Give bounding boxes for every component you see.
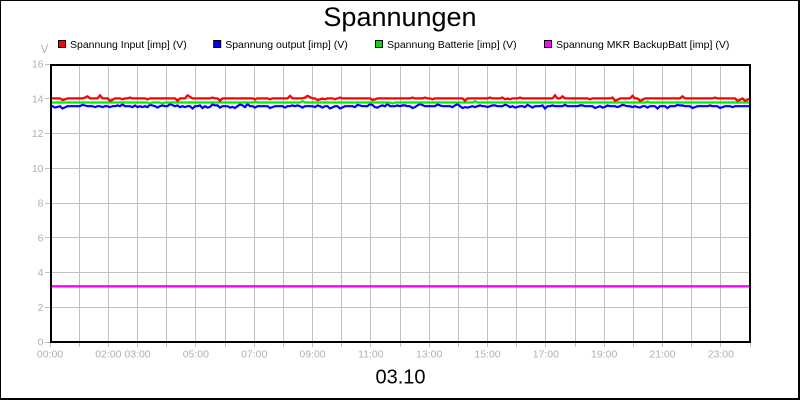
svg-text:8: 8 bbox=[38, 198, 44, 210]
svg-text:16: 16 bbox=[32, 59, 44, 71]
svg-text:V: V bbox=[41, 44, 49, 56]
svg-text:23:00: 23:00 bbox=[708, 349, 734, 361]
svg-text:02:00: 02:00 bbox=[95, 349, 121, 361]
svg-text:14: 14 bbox=[32, 93, 44, 105]
svg-text:6: 6 bbox=[38, 232, 44, 244]
svg-text:21:00: 21:00 bbox=[649, 349, 675, 361]
svg-text:07:00: 07:00 bbox=[241, 349, 267, 361]
svg-text:09:00: 09:00 bbox=[299, 349, 325, 361]
svg-text:00:00: 00:00 bbox=[37, 349, 63, 361]
svg-text:13:00: 13:00 bbox=[416, 349, 442, 361]
svg-text:19:00: 19:00 bbox=[591, 349, 617, 361]
svg-text:15:00: 15:00 bbox=[474, 349, 500, 361]
svg-text:10: 10 bbox=[32, 163, 44, 175]
svg-text:Spannungen: Spannungen bbox=[323, 2, 476, 32]
svg-text:0: 0 bbox=[38, 337, 44, 349]
svg-text:Spannung output [imp] (V): Spannung output [imp] (V) bbox=[225, 39, 348, 51]
svg-text:05:00: 05:00 bbox=[183, 349, 209, 361]
svg-text:11:00: 11:00 bbox=[358, 349, 384, 361]
svg-text:12: 12 bbox=[32, 128, 44, 140]
svg-text:03.10: 03.10 bbox=[375, 367, 425, 389]
svg-text:2: 2 bbox=[38, 302, 44, 314]
svg-text:Spannung Batterie [imp] (V): Spannung Batterie [imp] (V) bbox=[387, 39, 517, 51]
svg-text:4: 4 bbox=[38, 267, 44, 279]
svg-text:Spannung Input [imp] (V): Spannung Input [imp] (V) bbox=[70, 39, 187, 51]
svg-text:03:00: 03:00 bbox=[124, 349, 150, 361]
svg-text:Spannung MKR BackupBatt [imp]: Spannung MKR BackupBatt [imp] (V) bbox=[556, 39, 729, 51]
svg-text:17:00: 17:00 bbox=[533, 349, 559, 361]
